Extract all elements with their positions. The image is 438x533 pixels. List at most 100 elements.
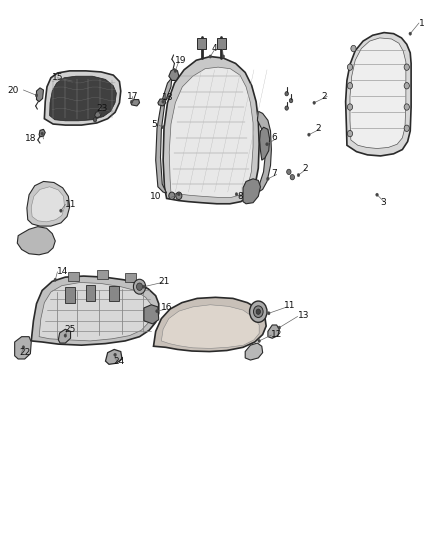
Circle shape xyxy=(254,306,263,318)
Circle shape xyxy=(73,80,75,83)
Text: 18: 18 xyxy=(25,134,36,143)
Circle shape xyxy=(209,55,212,58)
Text: 16: 16 xyxy=(161,303,173,312)
Polygon shape xyxy=(161,305,259,349)
Text: 12: 12 xyxy=(271,329,282,338)
Circle shape xyxy=(258,340,261,343)
Circle shape xyxy=(35,94,38,97)
Circle shape xyxy=(404,83,410,89)
Circle shape xyxy=(307,133,310,136)
Circle shape xyxy=(351,45,356,52)
Text: 8: 8 xyxy=(237,192,243,201)
Polygon shape xyxy=(346,33,411,156)
Circle shape xyxy=(267,177,269,180)
Circle shape xyxy=(285,92,288,96)
Polygon shape xyxy=(158,99,166,106)
Text: 24: 24 xyxy=(113,357,124,366)
Text: 10: 10 xyxy=(150,192,161,201)
Text: 11: 11 xyxy=(65,200,77,209)
Text: 13: 13 xyxy=(297,311,309,320)
Polygon shape xyxy=(49,76,117,121)
Polygon shape xyxy=(243,179,261,204)
Polygon shape xyxy=(68,272,79,281)
Text: 20: 20 xyxy=(7,85,19,94)
Circle shape xyxy=(114,353,117,357)
Polygon shape xyxy=(131,100,140,106)
Polygon shape xyxy=(245,343,263,360)
Polygon shape xyxy=(97,270,108,279)
Text: 11: 11 xyxy=(284,301,295,310)
Circle shape xyxy=(93,118,97,122)
Text: 2: 2 xyxy=(302,164,307,173)
Text: 4: 4 xyxy=(212,44,217,53)
Circle shape xyxy=(155,310,158,313)
Polygon shape xyxy=(36,88,43,102)
Polygon shape xyxy=(125,273,136,282)
Text: 6: 6 xyxy=(272,133,277,142)
Polygon shape xyxy=(65,287,75,303)
Text: 23: 23 xyxy=(96,103,107,112)
Circle shape xyxy=(143,285,145,288)
Polygon shape xyxy=(95,111,101,118)
Circle shape xyxy=(54,278,57,281)
Polygon shape xyxy=(163,56,259,204)
Polygon shape xyxy=(86,285,95,301)
Circle shape xyxy=(134,279,146,294)
Text: 1: 1 xyxy=(419,19,425,28)
Circle shape xyxy=(285,106,288,110)
Text: 7: 7 xyxy=(272,169,277,178)
Polygon shape xyxy=(17,227,55,255)
Text: 18: 18 xyxy=(162,93,174,102)
Polygon shape xyxy=(197,38,206,49)
Polygon shape xyxy=(39,130,45,137)
Polygon shape xyxy=(268,325,279,338)
Circle shape xyxy=(22,346,25,349)
Circle shape xyxy=(297,173,300,176)
Polygon shape xyxy=(106,350,122,365)
Text: 14: 14 xyxy=(57,268,68,276)
Text: 15: 15 xyxy=(52,73,64,82)
Circle shape xyxy=(404,64,410,70)
Text: 5: 5 xyxy=(151,119,157,128)
Circle shape xyxy=(266,143,268,146)
Circle shape xyxy=(177,192,180,196)
Text: 2: 2 xyxy=(321,92,327,101)
Circle shape xyxy=(289,99,293,103)
Circle shape xyxy=(347,131,353,137)
Circle shape xyxy=(278,326,281,329)
Circle shape xyxy=(169,192,175,199)
Circle shape xyxy=(176,192,182,199)
Polygon shape xyxy=(217,38,226,49)
Circle shape xyxy=(174,69,177,72)
Polygon shape xyxy=(260,127,270,160)
Circle shape xyxy=(41,132,43,135)
Circle shape xyxy=(404,104,410,110)
Circle shape xyxy=(235,192,238,196)
Circle shape xyxy=(131,100,133,103)
Polygon shape xyxy=(258,111,272,192)
Circle shape xyxy=(137,283,143,290)
Circle shape xyxy=(222,55,225,58)
Text: 25: 25 xyxy=(64,325,75,334)
Text: 17: 17 xyxy=(127,92,139,101)
Circle shape xyxy=(287,169,291,174)
Circle shape xyxy=(290,174,294,180)
Circle shape xyxy=(256,309,261,314)
Text: 21: 21 xyxy=(159,277,170,286)
Circle shape xyxy=(347,64,353,70)
Polygon shape xyxy=(155,78,172,193)
Circle shape xyxy=(250,301,267,322)
Circle shape xyxy=(313,101,315,104)
Polygon shape xyxy=(27,181,70,226)
Polygon shape xyxy=(39,282,151,341)
Polygon shape xyxy=(144,305,159,324)
Circle shape xyxy=(162,100,164,103)
Circle shape xyxy=(347,104,353,110)
Circle shape xyxy=(404,125,410,132)
Polygon shape xyxy=(109,286,119,301)
Circle shape xyxy=(268,312,270,315)
Polygon shape xyxy=(350,38,406,149)
Polygon shape xyxy=(153,297,266,352)
Polygon shape xyxy=(14,337,31,359)
Text: 2: 2 xyxy=(315,124,321,133)
